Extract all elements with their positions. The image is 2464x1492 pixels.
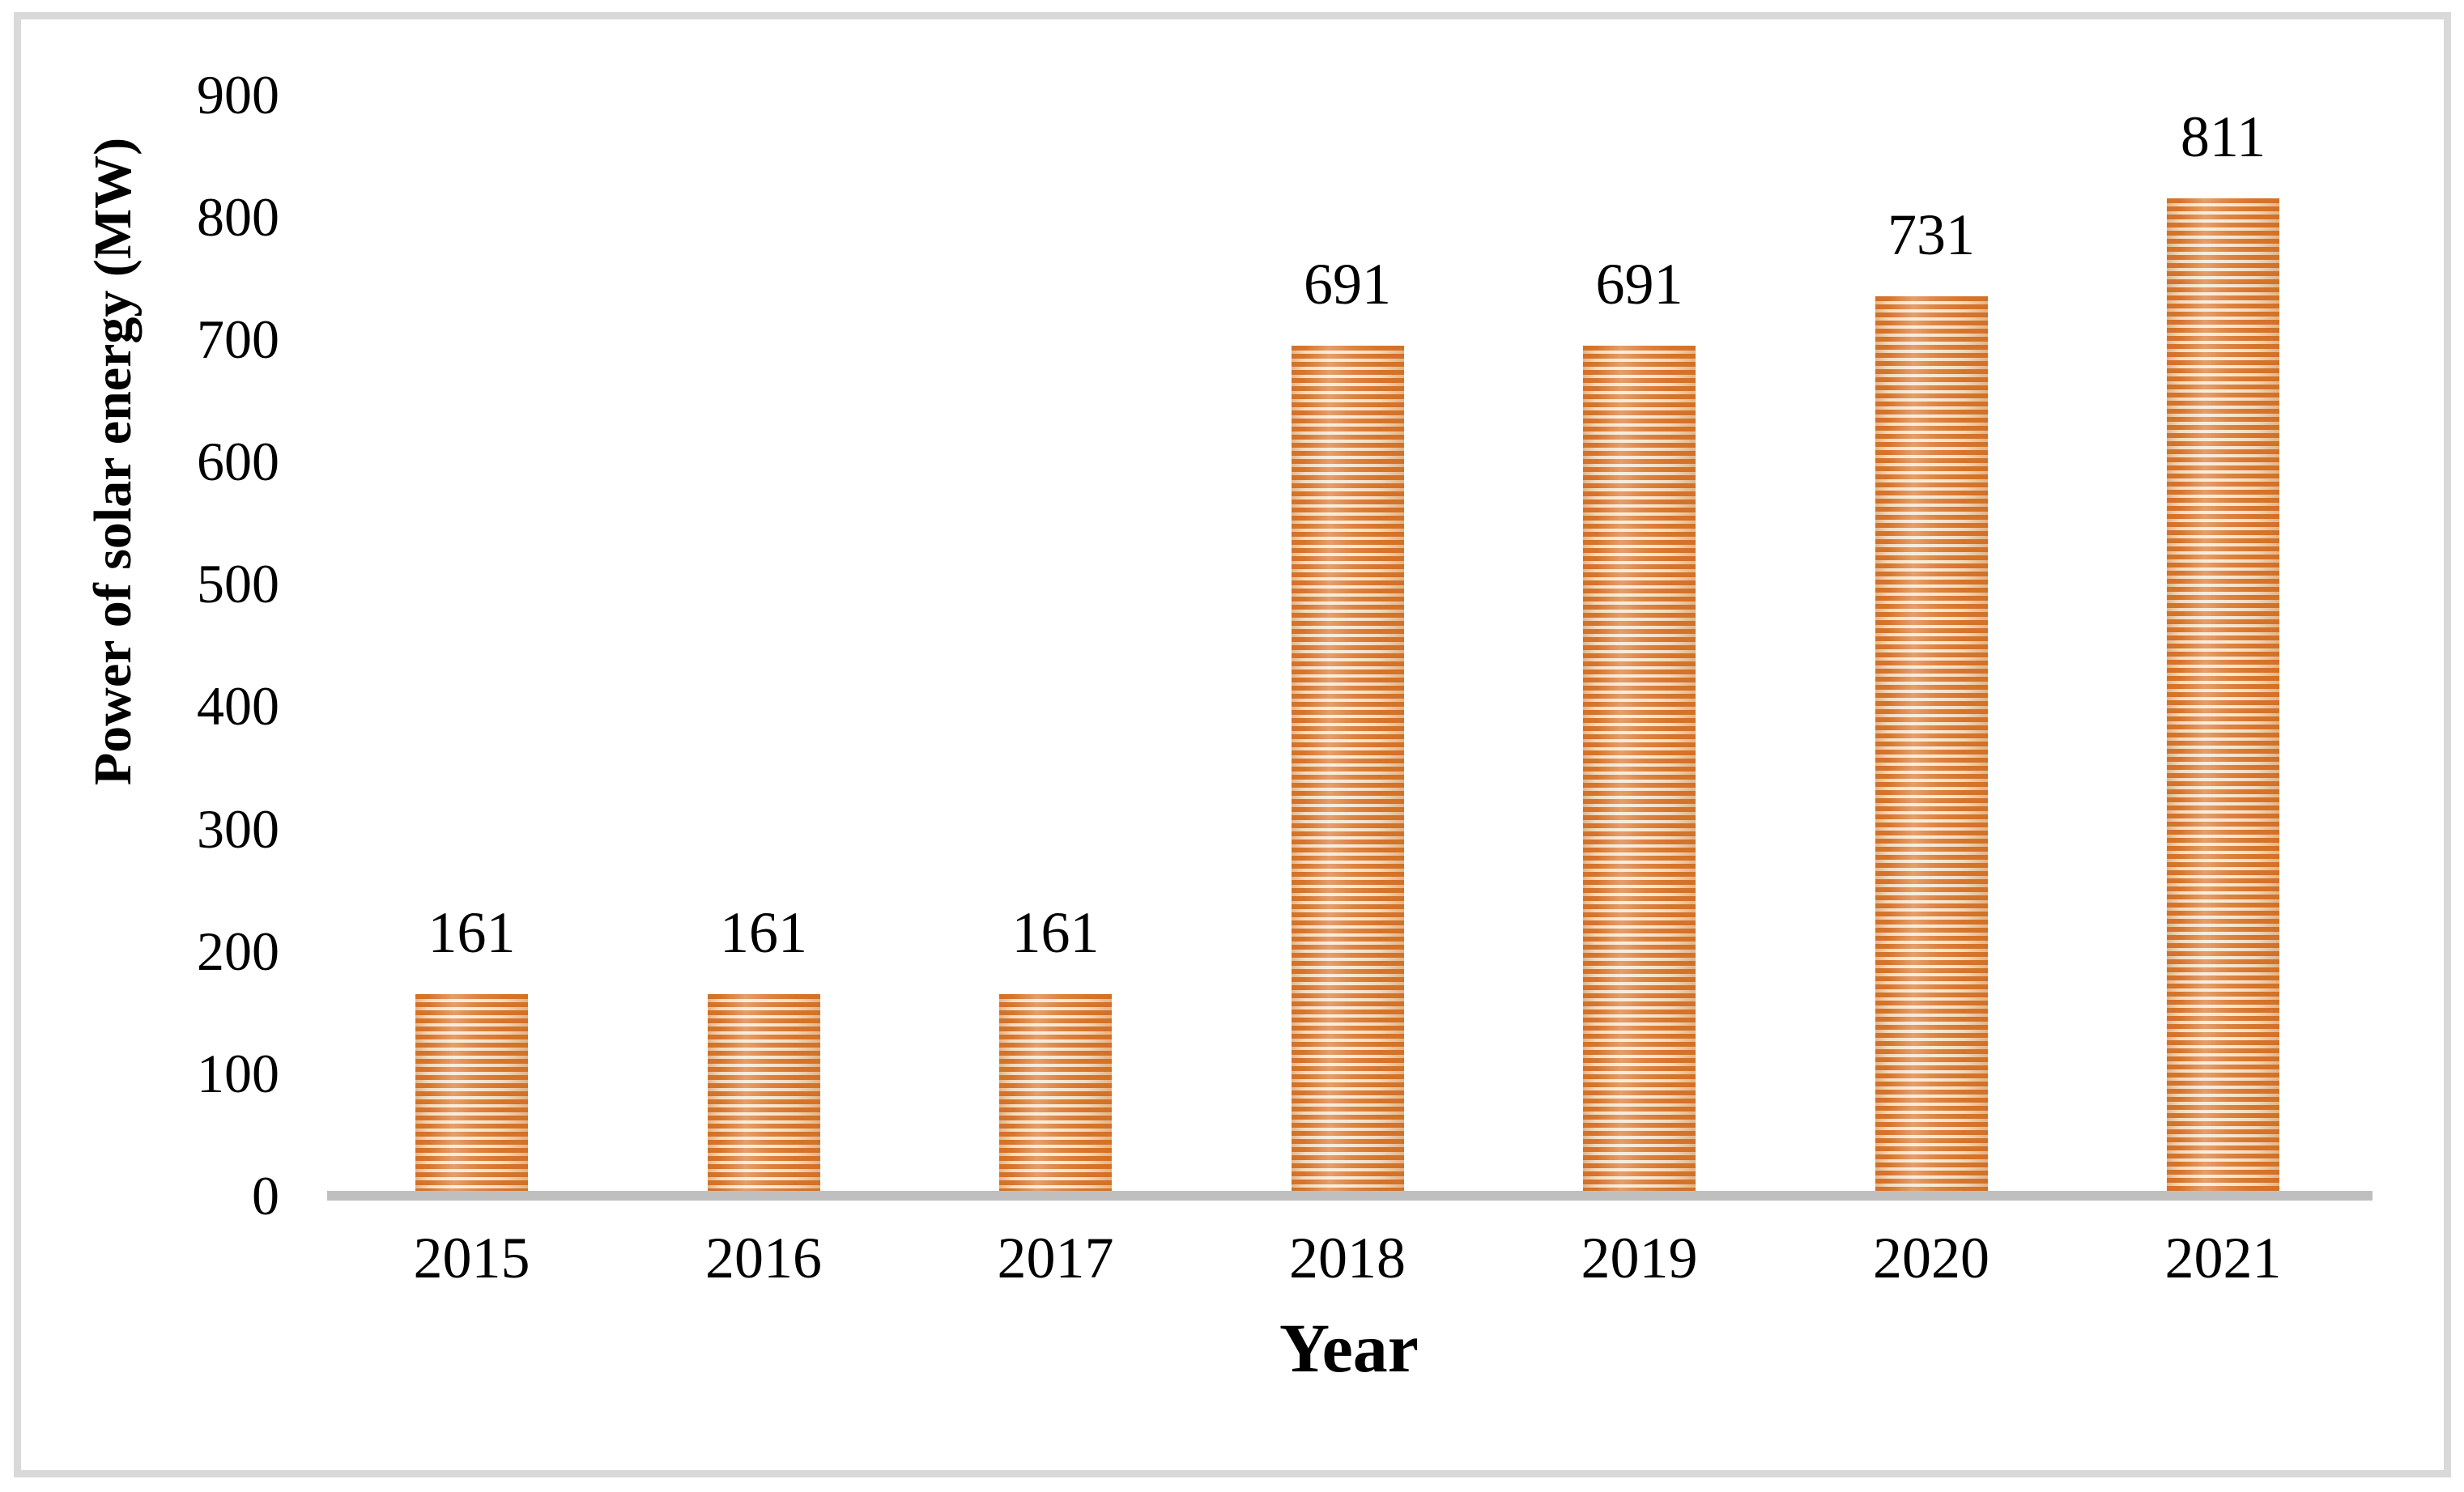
x-tick-label-2015: 2015 xyxy=(413,1226,530,1290)
x-axis-title: Year xyxy=(1279,1309,1419,1387)
bar-2021 xyxy=(2167,198,2279,1191)
bar-2017 xyxy=(999,994,1112,1191)
bar-2015 xyxy=(415,994,528,1191)
x-tick-label-2016: 2016 xyxy=(705,1226,822,1290)
value-label-2019: 691 xyxy=(1595,252,1683,317)
bar-2016 xyxy=(707,994,820,1191)
value-label-2016: 161 xyxy=(720,900,807,965)
bar-2019 xyxy=(1583,346,1696,1191)
y-tick-label-200: 200 xyxy=(197,920,279,982)
y-tick-label-100: 100 xyxy=(197,1042,279,1104)
x-axis-baseline xyxy=(327,1191,2373,1201)
value-label-2021: 811 xyxy=(2180,104,2266,169)
y-tick-label-600: 600 xyxy=(197,431,279,493)
value-label-2020: 731 xyxy=(1887,202,1975,267)
y-tick-label-300: 300 xyxy=(197,797,279,860)
x-tick-label-2019: 2019 xyxy=(1581,1226,1698,1290)
y-tick-label-700: 700 xyxy=(197,308,279,371)
x-tick-label-2020: 2020 xyxy=(1873,1226,1989,1290)
y-tick-label-500: 500 xyxy=(197,553,279,615)
x-tick-label-2018: 2018 xyxy=(1289,1226,1406,1290)
x-tick-label-2021: 2021 xyxy=(2164,1226,2282,1290)
bar-2020 xyxy=(1875,296,1988,1191)
chart-outer-frame xyxy=(14,12,2451,1477)
y-tick-label-900: 900 xyxy=(197,63,279,125)
y-tick-label-800: 800 xyxy=(197,185,279,248)
value-label-2018: 691 xyxy=(1304,252,1391,317)
y-tick-label-0: 0 xyxy=(252,1165,279,1226)
x-tick-label-2017: 2017 xyxy=(997,1226,1114,1290)
value-label-2017: 161 xyxy=(1011,900,1100,965)
bar-2018 xyxy=(1291,346,1404,1191)
value-label-2015: 161 xyxy=(428,900,516,965)
y-tick-label-400: 400 xyxy=(197,675,279,737)
